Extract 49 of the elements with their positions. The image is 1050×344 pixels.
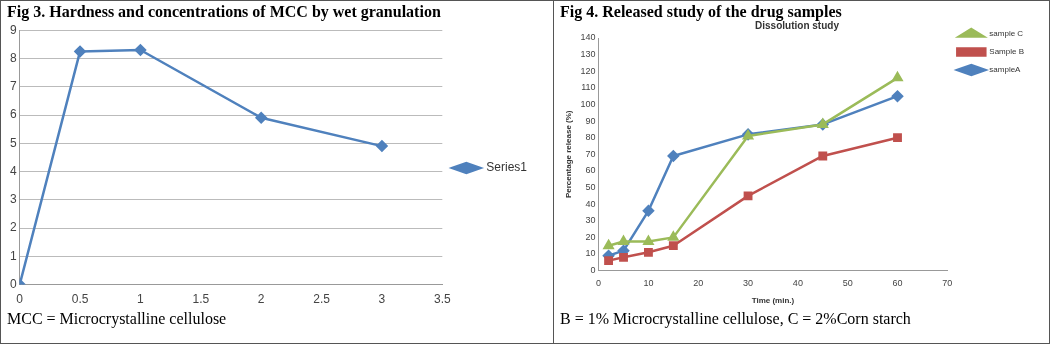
x-axis-title: Time (min.) [751,296,795,306]
y-tick-label: 70 [585,148,596,159]
x-tick-label: 0.5 [71,292,89,307]
chart-title: Fig 4. Released study of the drug samples [560,3,843,20]
legend-label: Series1 [486,160,528,175]
y-tick-label: 80 [585,132,596,143]
x-tick-label: 50 [842,278,853,289]
x-tick-label: 60 [892,278,903,289]
y-axis-title: Percentage release (%) [564,110,573,199]
y-tick-label: 50 [585,182,596,193]
y-tick-label: 40 [585,198,596,209]
legend-label: sampleA [989,65,1022,75]
y-tick-label: 140 [580,32,596,43]
y-tick-label: 60 [585,165,596,176]
y-tick-label: 130 [580,49,596,60]
y-tick-label: 90 [585,115,596,126]
y-tick-label: 100 [580,98,596,109]
y-tick-label: 110 [581,82,596,93]
text: MCC = Microcrystalline cellulose [7,310,228,327]
y-tick-label: 3 [9,192,17,207]
x-tick-label: 30 [743,278,754,289]
y-tick-label: 10 [585,248,596,259]
x-tick-label: 1.5 [192,292,210,307]
chart-subtitle: Dissolution study [755,19,840,31]
legend-label: sample C [989,29,1024,39]
chart-title: Fig 3. Hardness and concentrations of MCC by wet granulation [7,3,442,20]
y-tick-label: 30 [585,215,596,226]
x-tick-label: 10 [643,278,654,289]
y-tick-label: 9 [9,22,17,37]
y-tick-label: 1 [9,248,17,263]
x-tick-label: 40 [792,278,803,289]
y-tick-label: 2 [9,220,17,235]
x-tick-label: 1 [137,292,145,307]
x-tick-label: 3.5 [433,292,451,307]
text: B = 1% Microcrystalline cellulose, C = 2%Corn starch [560,310,912,327]
x-tick-label: 20 [693,278,704,289]
y-tick-label: 8 [9,50,17,65]
y-tick-label: 4 [9,163,17,178]
y-tick-label: 5 [9,135,17,150]
y-tick-label: 7 [9,79,17,94]
y-tick-label: 0 [590,265,596,276]
y-tick-label: 6 [9,107,17,122]
y-tick-label: 120 [580,65,596,76]
legend-label: Sample B [989,47,1024,57]
x-tick-label: 2.5 [313,292,331,307]
x-tick-label: 2 [257,292,265,307]
x-tick-label: 3 [378,292,386,307]
y-tick-label: 20 [585,231,596,242]
x-tick-label: 70 [942,278,953,289]
